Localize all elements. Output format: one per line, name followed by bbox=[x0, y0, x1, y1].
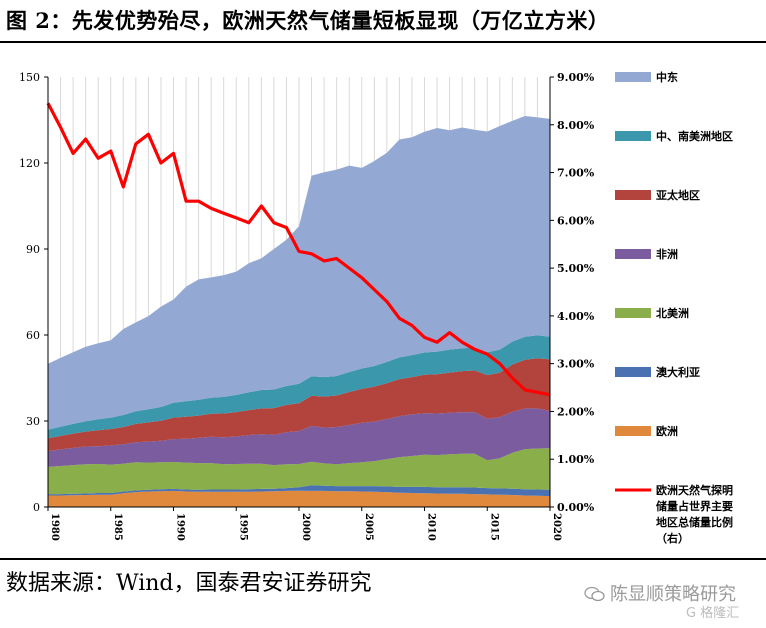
area-asia-pacific bbox=[48, 358, 550, 452]
axes: 0 30 60 90 120 150 0.00% 1.00% 2.00% 3.00% 4.00% 5.… bbox=[19, 71, 595, 541]
y-right-tick-label: 6.00% bbox=[557, 214, 595, 227]
legend: 中东中、南美洲地区亚太地区非洲北美洲澳大利亚欧洲欧洲天然气探明储量占世界主要地区… bbox=[615, 70, 733, 545]
share-line-series bbox=[46, 102, 551, 397]
legend-label-africa: 非洲 bbox=[656, 247, 678, 261]
legend-label-asia-pacific: 亚太地区 bbox=[656, 188, 700, 202]
legend-swatch-africa bbox=[615, 249, 651, 259]
x-tick-label: 1980 bbox=[49, 513, 60, 541]
x-tick-label: 2005 bbox=[363, 513, 374, 541]
y-right-tick-label: 0.00% bbox=[557, 501, 595, 514]
area-australia bbox=[48, 485, 550, 497]
y-right-tick-label: 4.00% bbox=[557, 310, 595, 323]
area-north-america bbox=[48, 448, 550, 495]
legend-swatch-europe bbox=[615, 426, 651, 436]
legend-swatch-asia-pacific bbox=[615, 190, 651, 200]
legend-swatch-central-south-america bbox=[615, 131, 651, 141]
y-left-tick-label: 90 bbox=[26, 243, 40, 256]
y-left-tick-label: 60 bbox=[26, 329, 40, 342]
gelonghui-logo: G 格隆汇 bbox=[686, 606, 740, 621]
x-tick-label: 2010 bbox=[426, 513, 437, 541]
legend-swatch-north-america bbox=[615, 308, 651, 318]
area-europe bbox=[48, 490, 550, 507]
area-middle-east bbox=[48, 116, 550, 430]
y-right-tick-label: 9.00% bbox=[557, 71, 595, 84]
y-left-tick-label: 120 bbox=[19, 157, 40, 170]
y-right-tick-label: 1.00% bbox=[557, 453, 595, 466]
y-right-tick-label: 5.00% bbox=[557, 262, 595, 275]
figure-title: 图 2：先发优势殆尽，欧洲天然气储量短板显现（万亿立方米） bbox=[6, 8, 610, 33]
legend-label-europe-share-line: 欧洲天然气探明储量占世界主要地区总储量比例（右） bbox=[656, 483, 733, 545]
x-tick-label: 2015 bbox=[488, 513, 499, 541]
x-tick-label: 2000 bbox=[300, 513, 311, 541]
x-tick-label: 1985 bbox=[112, 513, 123, 541]
y-left-tick-label: 150 bbox=[19, 71, 40, 84]
y-right-tick-label: 3.00% bbox=[557, 358, 595, 371]
area-central-south-america bbox=[48, 335, 550, 439]
legend-label-north-america: 北美洲 bbox=[656, 306, 689, 320]
legend-label-australia: 澳大利亚 bbox=[656, 365, 700, 379]
legend-label-europe: 欧洲 bbox=[656, 424, 678, 438]
stacked-area-chart: 0 30 60 90 120 150 0.00% 1.00% 2.00% 3.00% 4.00% 5.… bbox=[19, 70, 733, 545]
x-tick-label: 2020 bbox=[551, 513, 562, 541]
source-rule bbox=[0, 558, 766, 560]
y-right-tick-label: 8.00% bbox=[557, 119, 595, 132]
source-note: 数据来源：Wind，国泰君安证券研究 bbox=[6, 571, 372, 596]
area-africa bbox=[48, 408, 550, 467]
title-rule bbox=[0, 41, 766, 43]
line-europe-share bbox=[46, 102, 551, 397]
wechat-icon bbox=[584, 586, 605, 602]
y-right-tick-label: 7.00% bbox=[557, 167, 595, 180]
legend-swatch-middle-east bbox=[615, 72, 651, 82]
y-right-tick-label: 2.00% bbox=[557, 405, 595, 418]
y-left-tick-label: 0 bbox=[33, 501, 40, 514]
area-series bbox=[48, 116, 550, 507]
x-tick-label: 1990 bbox=[175, 513, 186, 541]
legend-label-central-south-america: 中、南美洲地区 bbox=[656, 129, 733, 143]
watermark-text: 陈显顺策略研究 bbox=[610, 584, 736, 605]
watermark: 陈显顺策略研究 bbox=[584, 580, 736, 606]
y-left-tick-label: 30 bbox=[26, 415, 40, 428]
legend-label-middle-east: 中东 bbox=[656, 70, 678, 84]
legend-swatch-australia bbox=[615, 367, 651, 377]
x-tick-label: 1995 bbox=[237, 513, 248, 541]
